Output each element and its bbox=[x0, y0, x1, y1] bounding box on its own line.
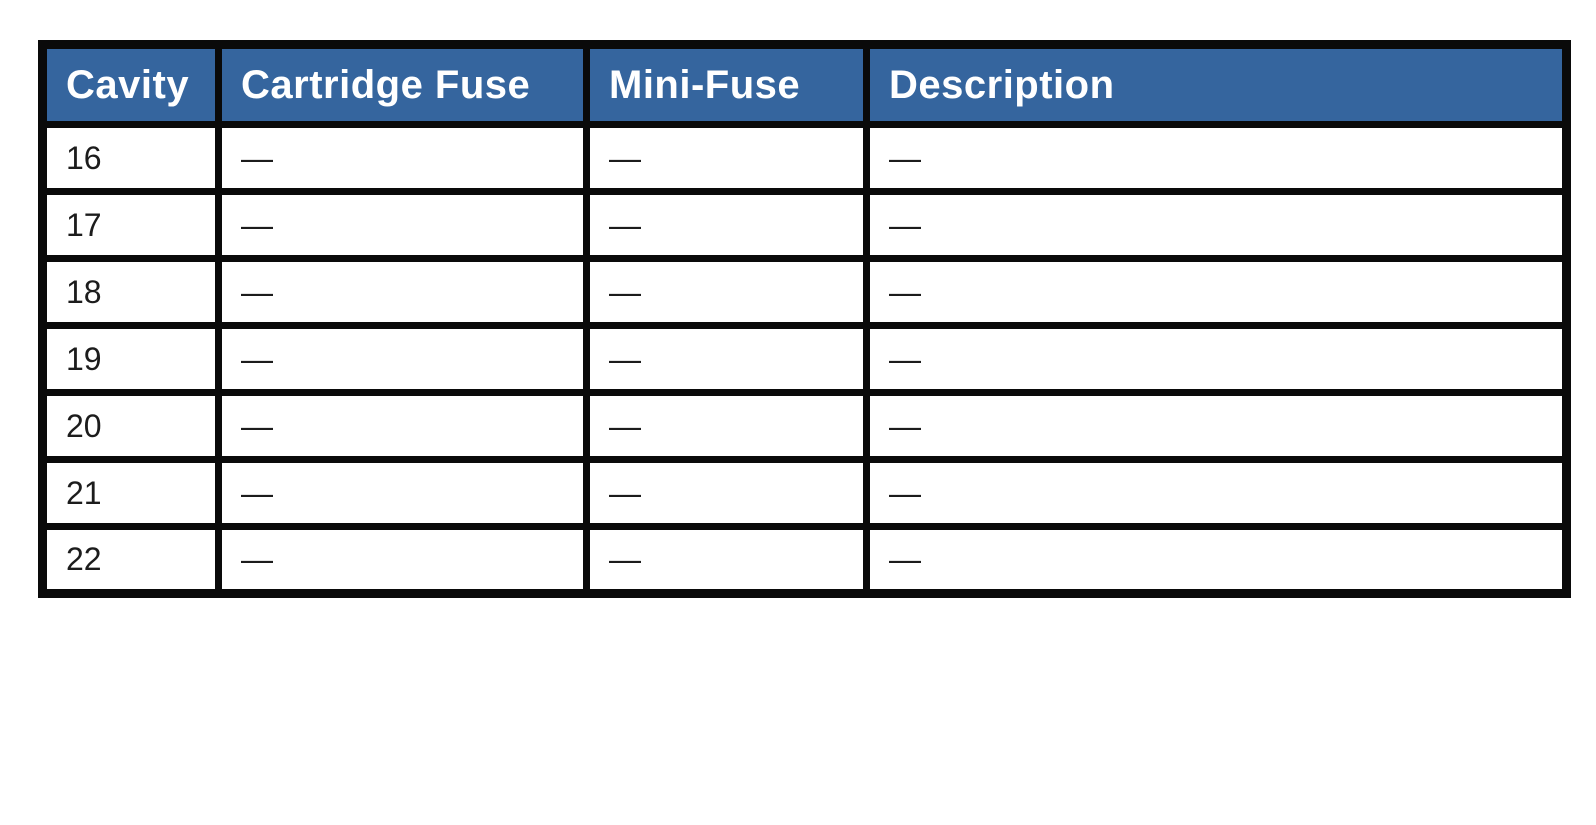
header-cell-cartridge-fuse: Cartridge Fuse bbox=[215, 41, 590, 128]
cell-cartridge-fuse: — bbox=[215, 121, 590, 195]
cell-cartridge-fuse: — bbox=[215, 188, 590, 262]
table-row: 22 — — — bbox=[39, 523, 1570, 597]
cell-cavity: 19 bbox=[39, 322, 222, 396]
fuse-table-body: 16 — — — 17 — — — 18 — — — 19 — — — bbox=[39, 121, 1570, 597]
cell-mini-fuse: — bbox=[583, 456, 870, 530]
table-row: 21 — — — bbox=[39, 456, 1570, 530]
cell-cavity: 18 bbox=[39, 255, 222, 329]
cell-cavity: 22 bbox=[39, 523, 222, 597]
cell-mini-fuse: — bbox=[583, 121, 870, 195]
cell-cartridge-fuse: — bbox=[215, 322, 590, 396]
cell-mini-fuse: — bbox=[583, 322, 870, 396]
cell-cartridge-fuse: — bbox=[215, 255, 590, 329]
cell-cartridge-fuse: — bbox=[215, 456, 590, 530]
cell-description: — bbox=[863, 322, 1570, 396]
table-row: 17 — — — bbox=[39, 188, 1570, 262]
cell-description: — bbox=[863, 456, 1570, 530]
table-row: 19 — — — bbox=[39, 322, 1570, 396]
fuse-table-header: Cavity Cartridge Fuse Mini-Fuse Descript… bbox=[39, 41, 1570, 128]
header-row: Cavity Cartridge Fuse Mini-Fuse Descript… bbox=[39, 41, 1570, 128]
cell-description: — bbox=[863, 523, 1570, 597]
cell-cavity: 16 bbox=[39, 121, 222, 195]
cell-description: — bbox=[863, 188, 1570, 262]
table-row: 16 — — — bbox=[39, 121, 1570, 195]
cell-mini-fuse: — bbox=[583, 389, 870, 463]
cell-cavity: 20 bbox=[39, 389, 222, 463]
cell-cavity: 17 bbox=[39, 188, 222, 262]
cell-mini-fuse: — bbox=[583, 188, 870, 262]
cell-mini-fuse: — bbox=[583, 523, 870, 597]
table-row: 18 — — — bbox=[39, 255, 1570, 329]
cell-description: — bbox=[863, 121, 1570, 195]
table-row: 20 — — — bbox=[39, 389, 1570, 463]
cell-mini-fuse: — bbox=[583, 255, 870, 329]
cell-cavity: 21 bbox=[39, 456, 222, 530]
cell-description: — bbox=[863, 389, 1570, 463]
header-cell-cavity: Cavity bbox=[39, 41, 222, 128]
fuse-table: Cavity Cartridge Fuse Mini-Fuse Descript… bbox=[38, 40, 1571, 598]
cell-cartridge-fuse: — bbox=[215, 389, 590, 463]
cell-description: — bbox=[863, 255, 1570, 329]
cell-cartridge-fuse: — bbox=[215, 523, 590, 597]
header-cell-description: Description bbox=[863, 41, 1570, 128]
header-cell-mini-fuse: Mini-Fuse bbox=[583, 41, 870, 128]
